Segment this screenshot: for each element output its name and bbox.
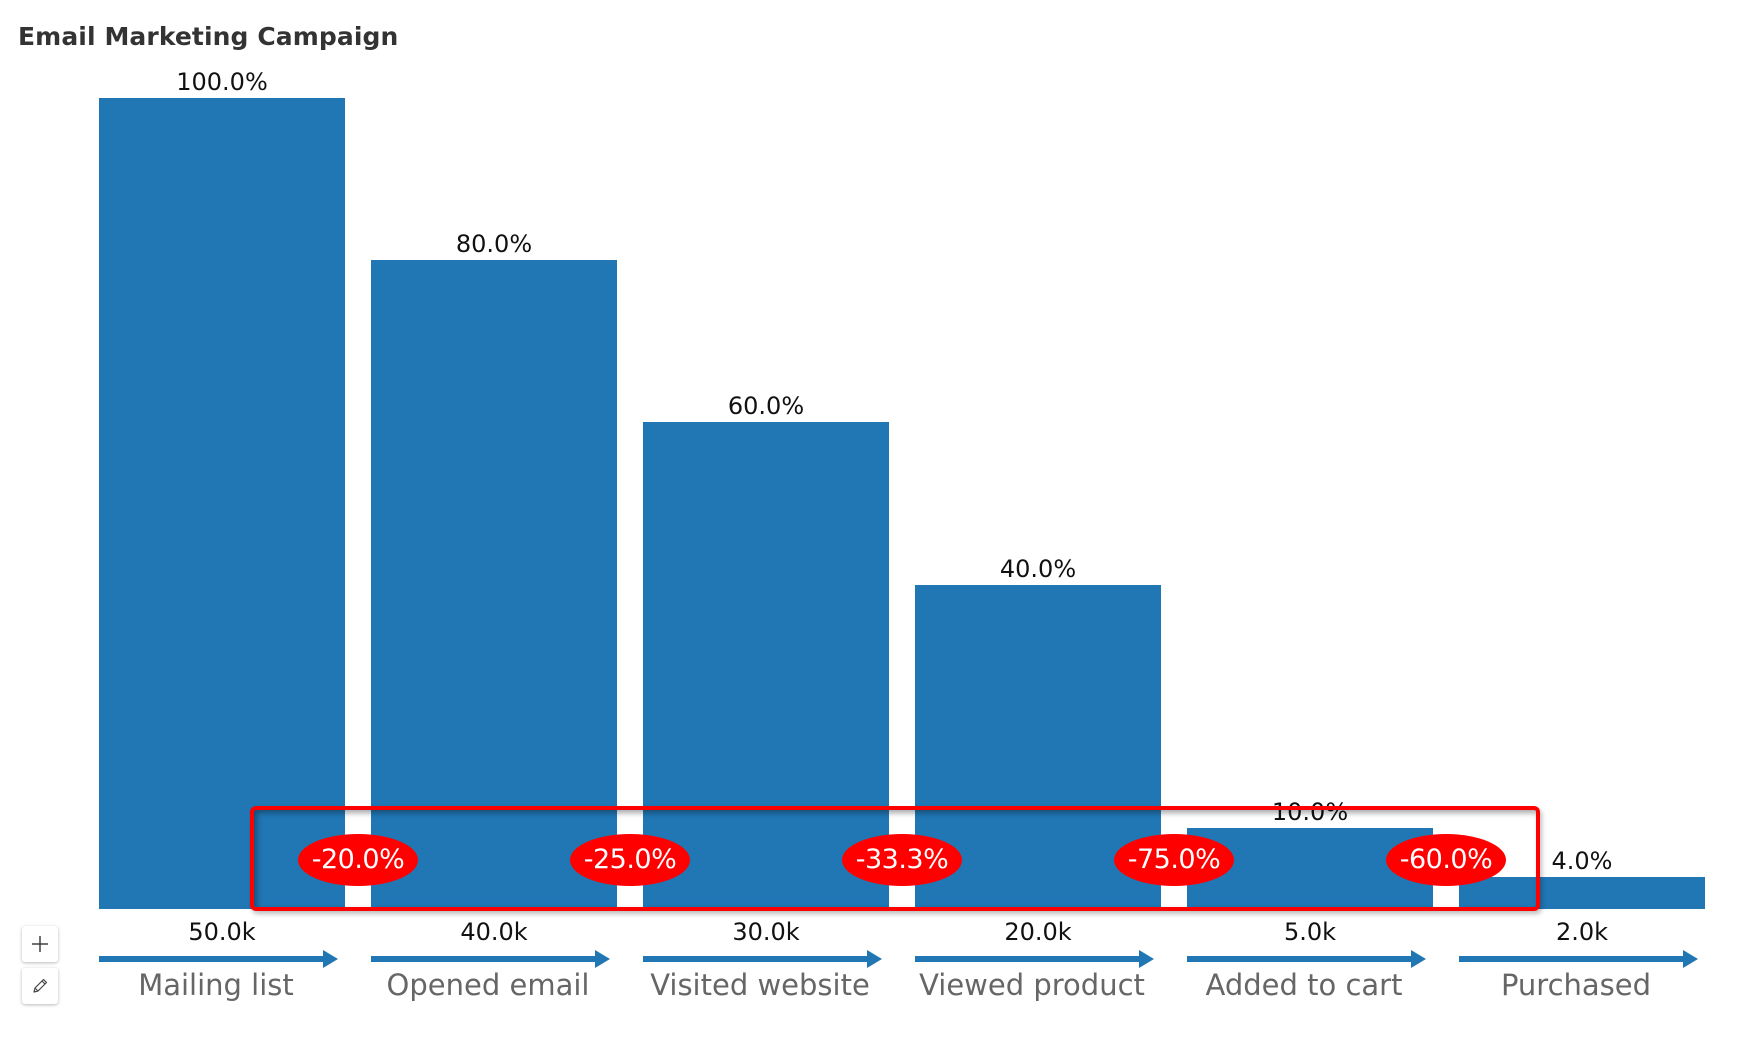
category-label: Viewed product: [919, 968, 1145, 1002]
step-change-badge: -60.0%: [1386, 834, 1506, 886]
category-label: Visited website: [650, 968, 870, 1002]
arrow-icon: [1459, 950, 1698, 968]
bar: [1459, 877, 1705, 909]
percent-label: 100.0%: [176, 68, 268, 96]
category-label: Opened email: [386, 968, 590, 1002]
value-label: 2.0k: [1555, 918, 1609, 946]
category-label: Purchased: [1500, 968, 1652, 1002]
category-label: Added to cart: [1205, 968, 1403, 1002]
value-label: 5.0k: [1283, 918, 1337, 946]
value-label: 40.0k: [460, 918, 528, 946]
bar: [99, 98, 345, 909]
percent-label: 80.0%: [455, 230, 533, 258]
arrow-icon: [915, 950, 1154, 968]
value-label: 20.0k: [1004, 918, 1072, 946]
percent-label: 60.0%: [727, 392, 805, 420]
category-label: Mailing list: [138, 968, 294, 1002]
plus-icon: [31, 935, 49, 953]
bar: [371, 260, 617, 909]
value-label: 30.0k: [732, 918, 800, 946]
step-change-badge: -75.0%: [1114, 834, 1234, 886]
bar: [643, 422, 889, 909]
zoom-in-button[interactable]: [22, 926, 58, 962]
step-change-badge: -20.0%: [298, 834, 418, 886]
arrow-icon: [99, 950, 338, 968]
pencil-icon: [31, 977, 49, 995]
value-label: 50.0k: [188, 918, 256, 946]
percent-label: 40.0%: [999, 555, 1077, 583]
edit-button[interactable]: [22, 968, 58, 1004]
percent-label: 4.0%: [1551, 847, 1613, 875]
step-change-badge: -33.3%: [842, 834, 962, 886]
arrow-icon: [1187, 950, 1426, 968]
percent-label: 10.0%: [1271, 798, 1349, 826]
arrow-icon: [643, 950, 882, 968]
chart-title: Email Marketing Campaign: [18, 22, 399, 51]
step-change-badge: -25.0%: [570, 834, 690, 886]
arrow-icon: [371, 950, 610, 968]
